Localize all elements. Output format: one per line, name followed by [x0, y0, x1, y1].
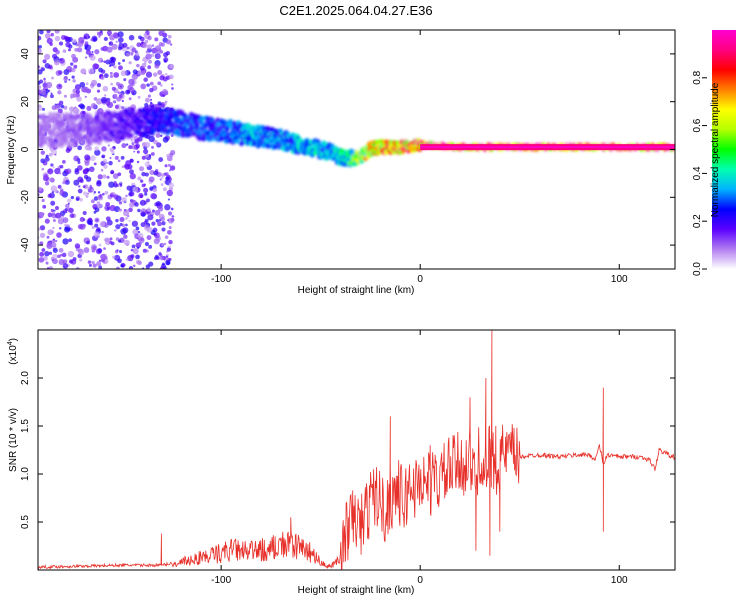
colorbar: 0.0 0.2 0.4 0.6 0.8 Normalized spectral ampl…	[692, 30, 736, 276]
colorbar-tick-label: 0.8	[692, 70, 703, 84]
spectrogram-y-ticks: -40 -20 0 20 40	[20, 48, 675, 252]
snr-line	[38, 330, 675, 570]
figure-title: C2E1.2025.064.04.27.E36	[279, 3, 432, 18]
svg-text:(x104): (x104)	[7, 338, 19, 365]
snr-frame	[37, 329, 676, 571]
colorbar-tick-label: 0.2	[692, 214, 703, 228]
spectrogram-x-label: Height of straight line (km)	[298, 285, 415, 296]
x-tick-label: -100	[211, 575, 231, 586]
colorbar-tick-label: 0.4	[692, 166, 703, 180]
colorbar-tick-label: 0.0	[692, 262, 703, 276]
colorbar-tick-label: 0.6	[692, 118, 703, 132]
colorbar-gradient	[712, 30, 736, 269]
snr-x-label: Height of straight line (km)	[298, 585, 415, 596]
x-tick-label: 0	[417, 274, 423, 285]
y-tick-label: 2.0	[20, 371, 31, 385]
x-tick-label: -100	[211, 274, 231, 285]
spectrogram-heatmap	[38, 30, 675, 269]
spectrogram-ridge	[38, 106, 675, 168]
snr-plot-area	[38, 330, 675, 570]
snr-panel: -100 0 100 0.5 1.0 1.5 2.0 Height of straight…	[7, 329, 676, 596]
snr-y-ticks: 0.5 1.0 1.5 2.0	[20, 371, 675, 529]
snr-multiplier-exp: 4	[7, 341, 14, 345]
spectrogram-panel: -100 0 100 -40 -20 0 20 40 Height of straight …	[6, 29, 676, 296]
colorbar-label: Normalized spectral amplitude	[710, 82, 721, 217]
snr-x-ticks: -100 0 100	[211, 330, 628, 586]
snr-multiplier-close: )	[8, 338, 19, 341]
snr-y-label: SNR (10 * v/v)	[8, 408, 19, 472]
y-tick-label: 1.5	[20, 419, 31, 433]
x-tick-label: 100	[611, 575, 628, 586]
y-tick-label: 20	[20, 96, 31, 108]
snr-multiplier-base: (x10	[8, 345, 19, 365]
y-tick-label: 1.0	[20, 467, 31, 481]
y-tick-label: -40	[20, 237, 31, 252]
x-tick-label: 0	[417, 575, 423, 586]
y-tick-label: -20	[20, 190, 31, 205]
spectrogram-y-label: Frequency (Hz)	[6, 116, 17, 185]
y-tick-label: 0.5	[20, 515, 31, 529]
spectrogram-x-ticks: -100 0 100	[211, 30, 628, 285]
y-tick-label: 0	[20, 146, 31, 152]
snr-multiplier: (x104)	[7, 338, 19, 365]
y-tick-label: 40	[20, 48, 31, 60]
colorbar-ticks: 0.0 0.2 0.4 0.6 0.8	[692, 70, 707, 276]
spectrogram-noise	[38, 30, 176, 269]
x-tick-label: 100	[611, 274, 628, 285]
